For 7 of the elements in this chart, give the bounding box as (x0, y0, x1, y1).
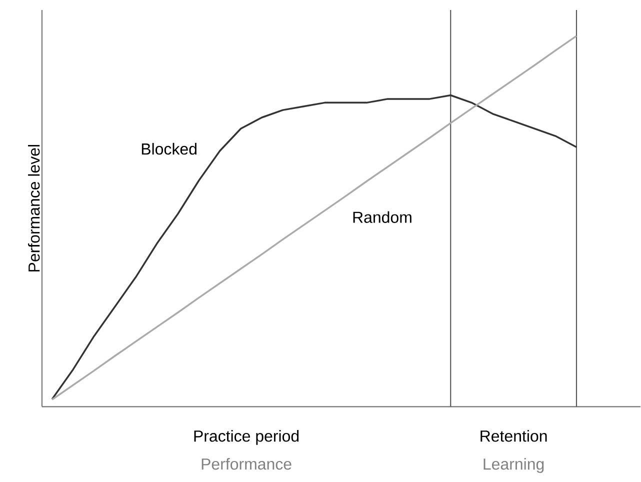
text: Practice period (194, 430, 299, 446)
text: Retention (480, 430, 547, 442)
series-label: Random (353, 211, 412, 224)
series-label: Blocked (142, 143, 196, 155)
y-axis-title: Performance level (28, 145, 40, 272)
text: Performance (202, 458, 292, 470)
text: Learning (484, 458, 544, 474)
